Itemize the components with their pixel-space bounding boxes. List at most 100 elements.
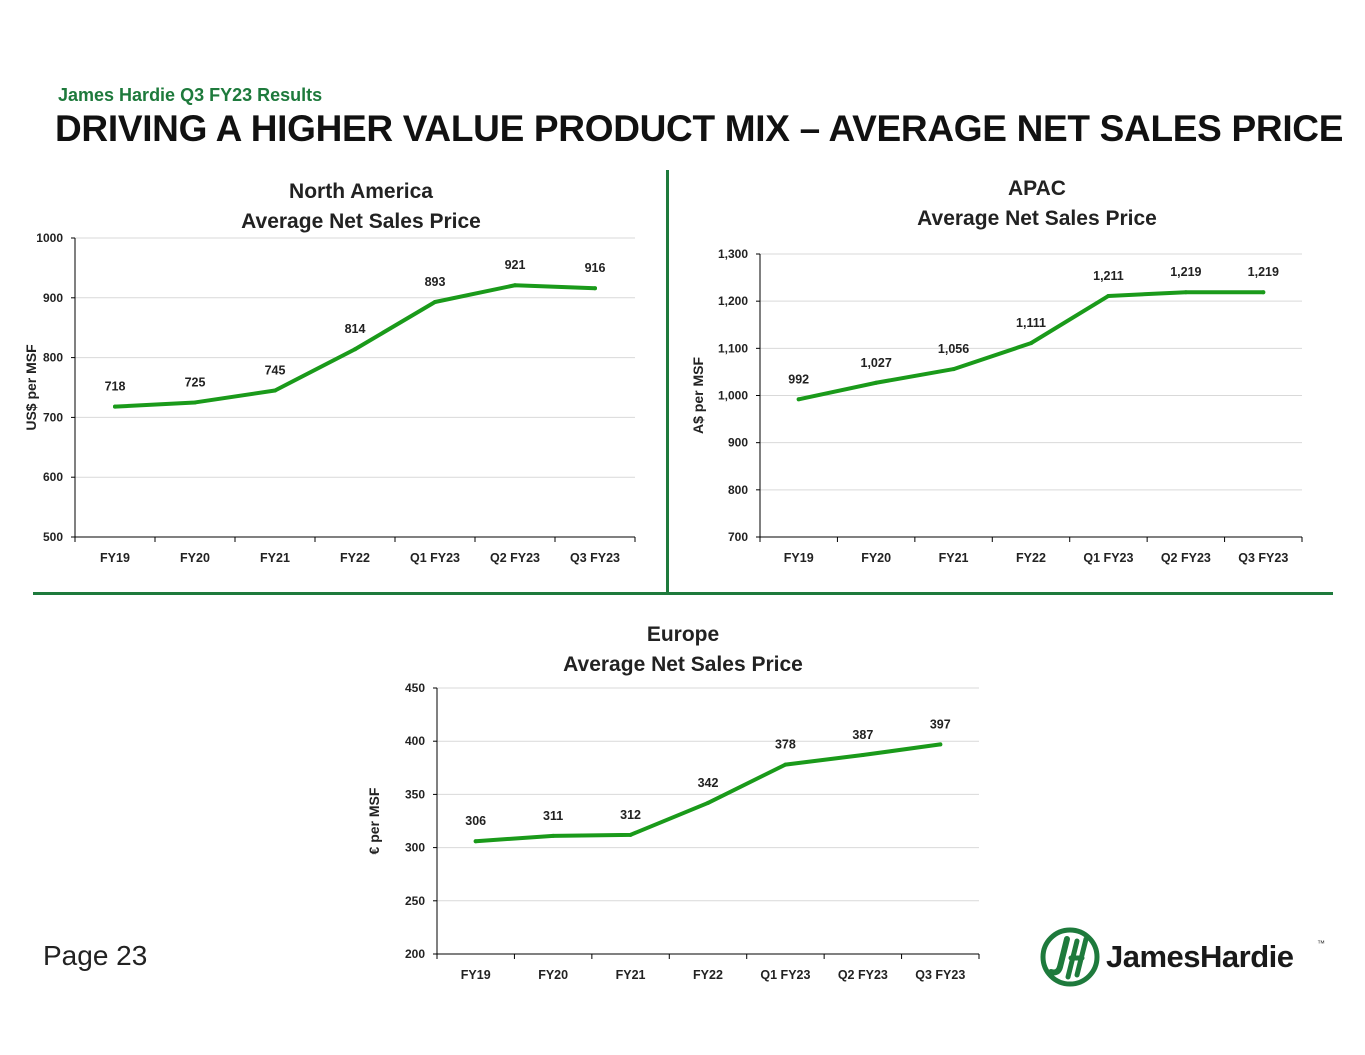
data-point xyxy=(1183,290,1188,295)
x-tick-label: FY22 xyxy=(693,968,723,982)
data-point xyxy=(193,400,197,405)
data-point xyxy=(433,299,437,304)
y-tick-label: 200 xyxy=(405,947,425,961)
data-label: 1,219 xyxy=(1170,265,1201,279)
horizontal-divider xyxy=(33,592,1333,595)
data-point xyxy=(551,833,556,838)
data-label: 378 xyxy=(775,738,796,752)
x-tick-label: FY20 xyxy=(538,968,568,982)
y-tick-label: 350 xyxy=(405,787,425,801)
x-tick-label: FY20 xyxy=(180,551,210,565)
data-label: 1,219 xyxy=(1248,265,1279,279)
series-line xyxy=(473,742,943,844)
data-point xyxy=(1261,290,1266,295)
data-point xyxy=(273,388,277,393)
chart-title-eu: Europe Average Net Sales Price xyxy=(533,620,833,680)
data-label: 1,027 xyxy=(861,356,892,370)
y-tick-label: 700 xyxy=(728,530,748,544)
data-label: 342 xyxy=(698,776,719,790)
data-point xyxy=(628,832,633,837)
y-tick-label: 400 xyxy=(405,734,425,748)
data-label: 387 xyxy=(852,728,873,742)
y-tick-label: 1,000 xyxy=(718,389,748,403)
y-tick-label: 1,100 xyxy=(718,341,748,355)
x-tick-label: Q3 FY23 xyxy=(1238,551,1288,565)
y-tick-label: 1,300 xyxy=(718,247,748,261)
y-tick-label: 1,200 xyxy=(718,294,748,308)
x-tick-label: Q1 FY23 xyxy=(1083,551,1133,565)
chart-title-eu-line2: Average Net Sales Price xyxy=(563,653,803,676)
data-point xyxy=(1106,293,1111,298)
y-tick-label: 800 xyxy=(728,483,748,497)
x-tick-label: Q2 FY23 xyxy=(490,551,540,565)
x-tick-label: FY22 xyxy=(340,551,370,565)
x-tick-label: FY19 xyxy=(461,968,491,982)
data-point xyxy=(796,397,801,402)
jh-monogram-icon xyxy=(1040,927,1100,987)
data-label: 397 xyxy=(930,717,951,731)
data-point xyxy=(593,286,597,291)
y-tick-label: 900 xyxy=(728,436,748,450)
chart-title-apac-line2: Average Net Sales Price xyxy=(917,207,1157,230)
data-point xyxy=(951,367,956,372)
x-tick-label: Q2 FY23 xyxy=(1161,551,1211,565)
data-point xyxy=(783,762,788,767)
x-tick-label: FY22 xyxy=(1016,551,1046,565)
y-axis-label: € per MSF xyxy=(366,787,382,854)
logo-wordmark: JamesHardie xyxy=(1106,939,1294,974)
data-label: 921 xyxy=(505,258,526,272)
vertical-divider xyxy=(666,170,669,592)
y-tick-label: 250 xyxy=(405,894,425,908)
y-tick-label: 600 xyxy=(43,470,63,484)
x-tick-label: Q2 FY23 xyxy=(838,968,888,982)
x-tick-label: FY21 xyxy=(260,551,290,565)
y-tick-label: 500 xyxy=(43,530,63,544)
y-tick-label: 450 xyxy=(405,681,425,695)
data-label: 916 xyxy=(585,261,606,275)
data-point xyxy=(1029,341,1033,346)
data-point xyxy=(113,404,117,409)
y-tick-label: 1000 xyxy=(36,231,63,245)
data-label: 745 xyxy=(265,363,286,377)
james-hardie-logo: JamesHardie ™ xyxy=(1040,927,1335,989)
data-point xyxy=(938,742,943,747)
data-point xyxy=(353,347,357,352)
chart-title-apac: APAC Average Net Sales Price xyxy=(887,174,1187,234)
data-label: 1,211 xyxy=(1093,269,1124,283)
x-tick-label: FY20 xyxy=(861,551,891,565)
chart-title-eu-line1: Europe xyxy=(646,623,720,646)
data-point xyxy=(860,753,865,758)
data-point xyxy=(706,800,710,805)
data-point xyxy=(874,380,879,385)
data-label: 1,111 xyxy=(1016,316,1046,330)
y-tick-label: 800 xyxy=(43,351,63,365)
logo-trademark: ™ xyxy=(1317,939,1325,948)
chart-title-na: North America Average Net Sales Price xyxy=(211,177,511,237)
x-tick-label: FY21 xyxy=(939,551,969,565)
y-tick-label: 300 xyxy=(405,841,425,855)
chart-title-apac-line1: APAC xyxy=(1008,177,1066,200)
x-tick-label: Q1 FY23 xyxy=(410,551,460,565)
report-subtitle: James Hardie Q3 FY23 Results xyxy=(58,85,323,105)
data-label: 312 xyxy=(620,808,641,822)
data-label: 725 xyxy=(185,375,206,389)
x-tick-label: Q3 FY23 xyxy=(570,551,620,565)
chart-title-na-line2: Average Net Sales Price xyxy=(241,210,481,233)
x-tick-label: FY19 xyxy=(100,551,130,565)
y-axis-label: US$ per MSF xyxy=(23,344,39,431)
y-tick-label: 900 xyxy=(43,291,63,305)
page-number: Page 23 xyxy=(43,940,148,971)
page-title: DRIVING A HIGHER VALUE PRODUCT MIX – AVE… xyxy=(55,108,1344,149)
y-axis-label: A$ per MSF xyxy=(690,357,706,434)
x-tick-label: FY21 xyxy=(616,968,646,982)
x-tick-label: Q3 FY23 xyxy=(915,968,965,982)
data-label: 306 xyxy=(465,814,486,828)
data-label: 1,056 xyxy=(938,342,969,356)
data-label: 311 xyxy=(543,809,563,823)
data-point xyxy=(473,839,478,844)
data-label: 718 xyxy=(105,380,126,394)
data-label: 814 xyxy=(345,322,366,336)
